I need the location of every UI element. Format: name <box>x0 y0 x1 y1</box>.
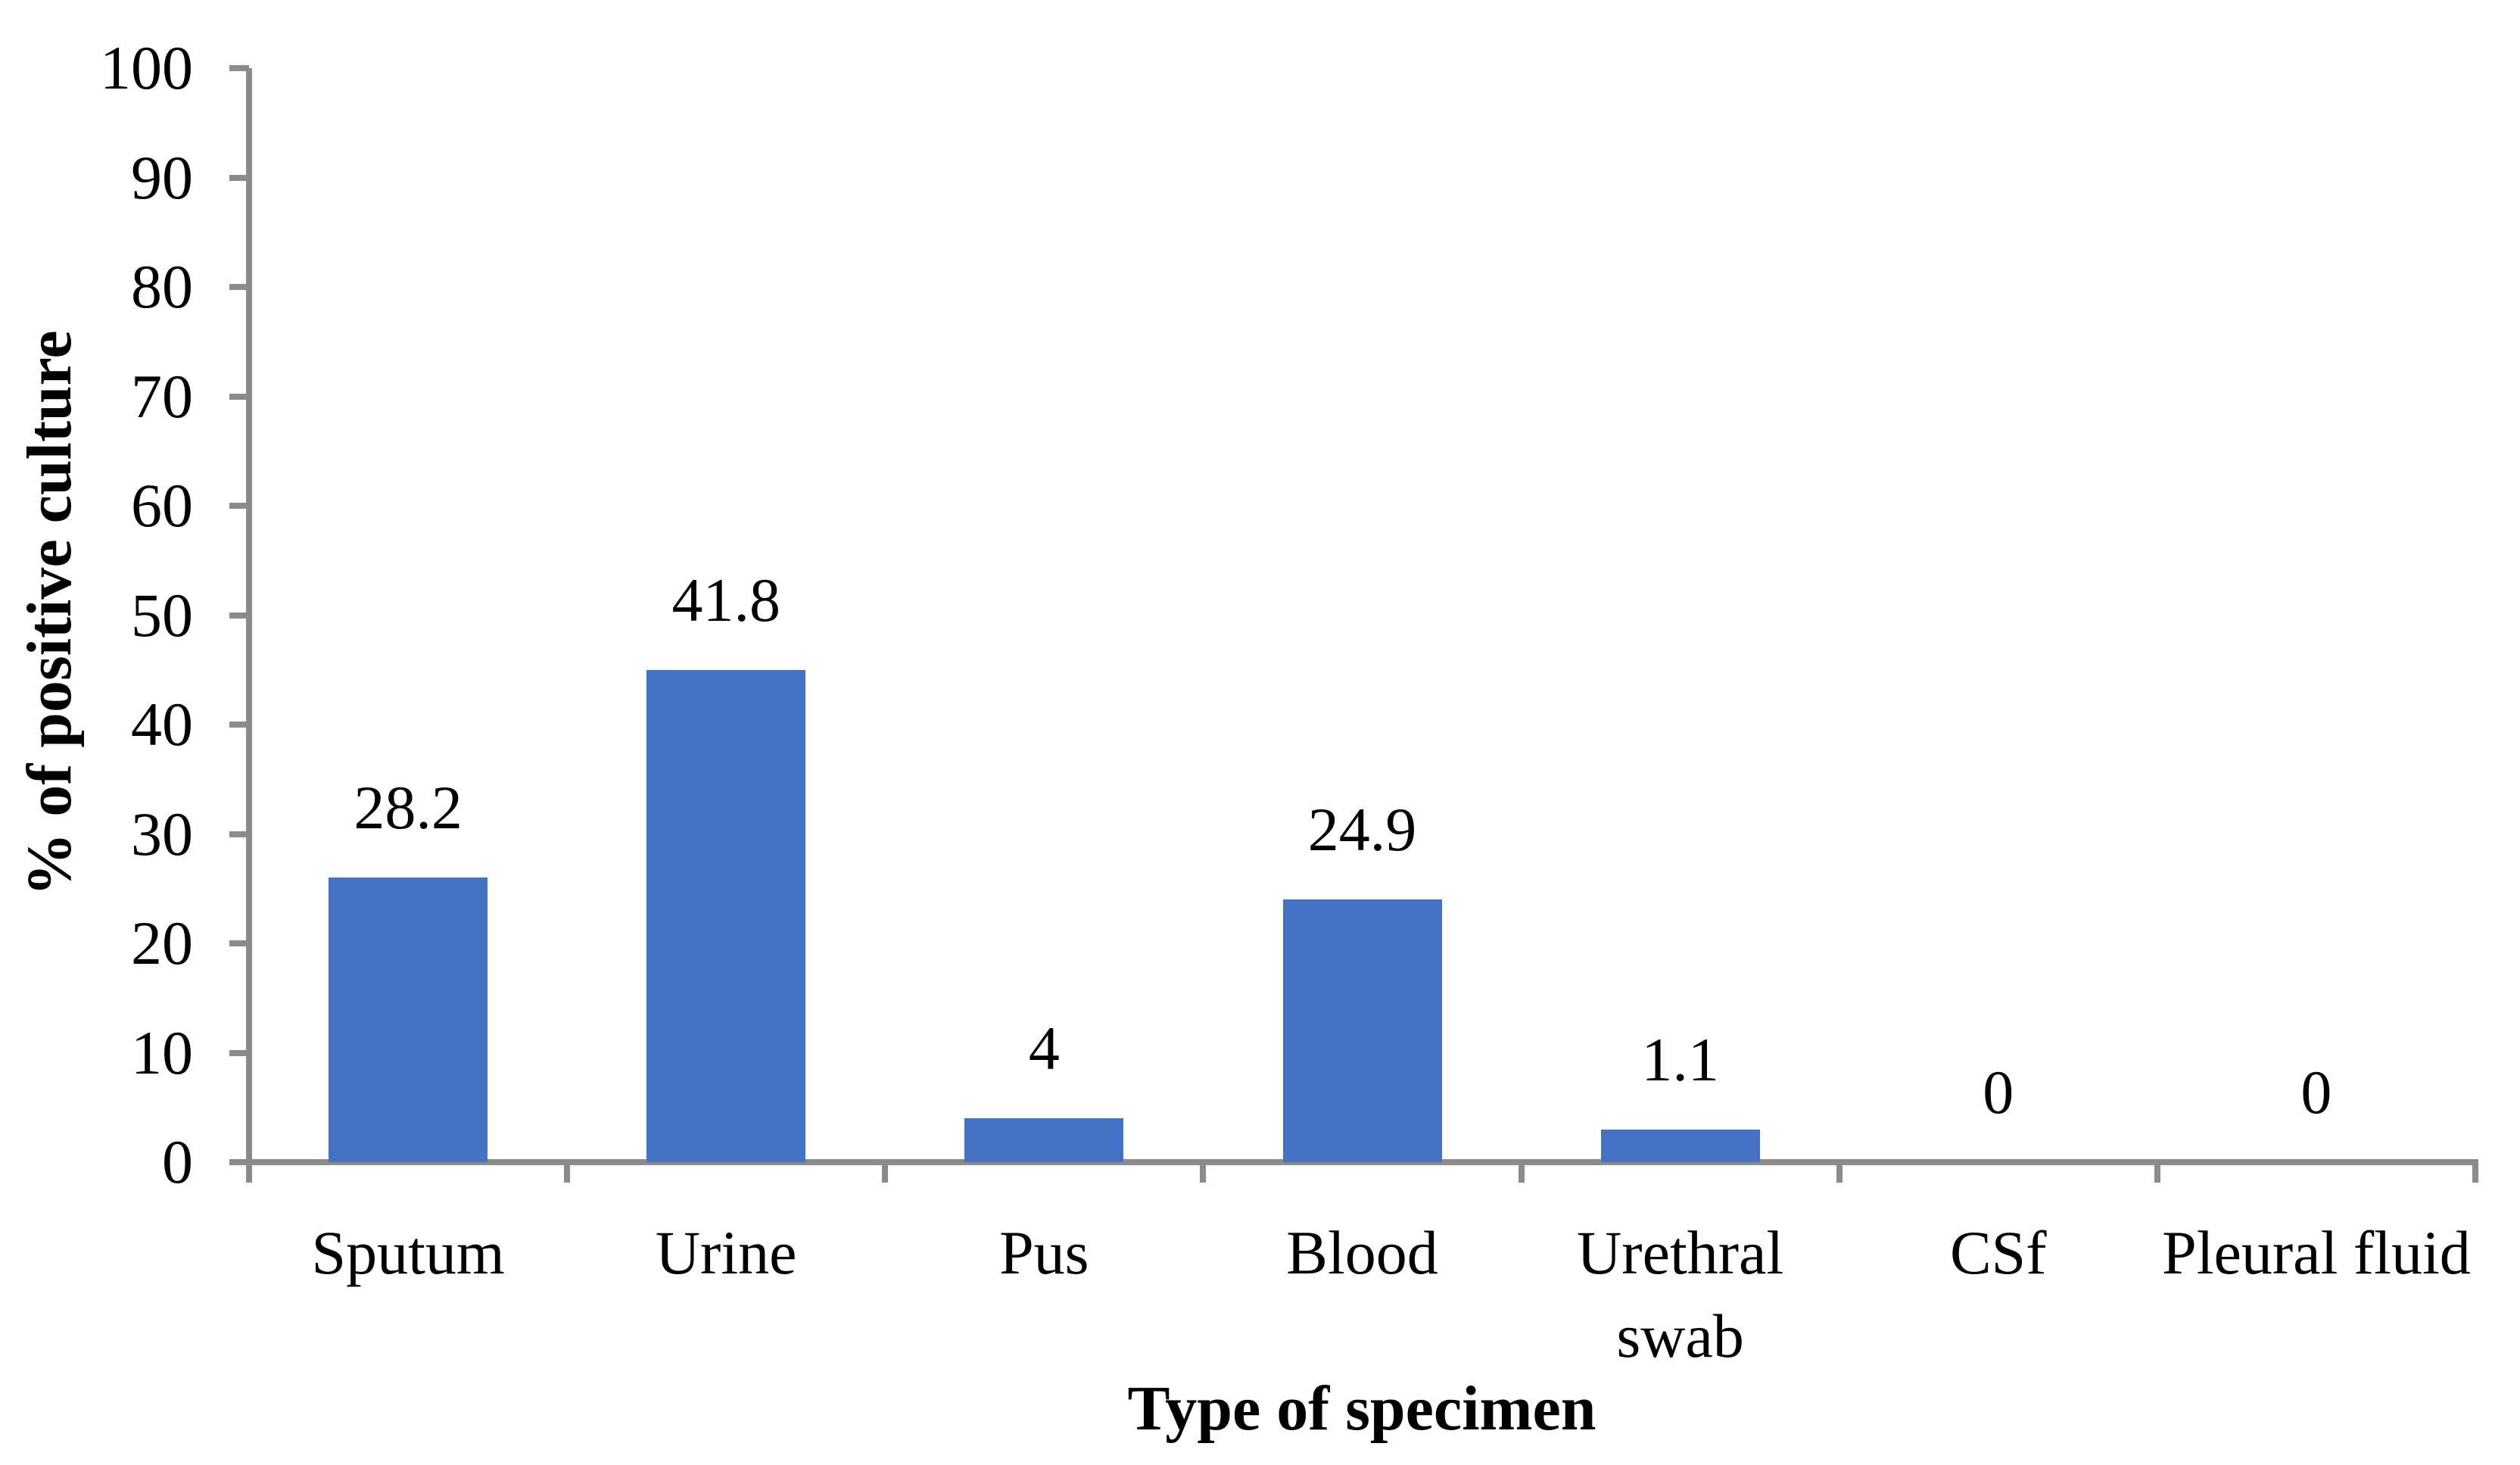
bar-pus <box>964 1118 1124 1162</box>
bar-sputum <box>329 877 488 1162</box>
y-tick-label: 100 <box>100 33 193 102</box>
bar-value-label: 24.9 <box>1307 795 1417 865</box>
bar-value-label: 0 <box>2300 1058 2332 1127</box>
y-tick-label: 20 <box>131 909 193 977</box>
x-category-label: Urine <box>655 1218 797 1287</box>
y-tick-label: 30 <box>131 799 193 868</box>
y-tick-label: 70 <box>131 361 193 431</box>
y-axis-line <box>246 68 252 1183</box>
y-tick-label: 40 <box>131 690 193 759</box>
x-tick <box>2472 1162 2478 1183</box>
y-tick <box>229 722 249 728</box>
bar-urine <box>646 669 806 1162</box>
bar-value-label: 28.2 <box>354 773 463 843</box>
y-tick <box>229 503 249 509</box>
x-tick <box>1836 1162 1842 1183</box>
y-tick <box>229 65 249 71</box>
x-category-label: Pus <box>999 1218 1089 1287</box>
bar-value-label: 1.1 <box>1641 1024 1719 1094</box>
x-category-label: Urethral swab <box>1577 1218 1784 1370</box>
y-tick <box>229 393 249 400</box>
x-tick <box>1518 1162 1525 1183</box>
bar-value-label: 41.8 <box>671 565 780 634</box>
bar-value-label: 0 <box>1983 1058 2014 1127</box>
bar-value-label: 4 <box>1028 1014 1060 1083</box>
y-tick-label: 80 <box>131 252 193 321</box>
x-category-label: Sputum <box>311 1218 505 1287</box>
y-tick <box>229 940 249 946</box>
x-tick <box>246 1162 252 1183</box>
x-tick <box>1200 1162 1207 1183</box>
y-tick <box>229 831 249 837</box>
y-tick-label: 50 <box>131 580 193 650</box>
x-category-label: Blood <box>1286 1218 1438 1287</box>
x-category-label: CSf <box>1949 1218 2047 1287</box>
y-tick <box>229 174 249 181</box>
y-tick-label: 60 <box>131 471 193 540</box>
bar-blood <box>1282 899 1442 1162</box>
y-tick <box>229 612 249 619</box>
x-axis-line <box>229 1159 2478 1165</box>
x-tick <box>564 1162 571 1183</box>
bar-urethral-swab <box>1600 1129 1760 1162</box>
x-tick <box>882 1162 889 1183</box>
x-axis-title: Type of specimen <box>1127 1373 1596 1444</box>
y-tick <box>229 1049 249 1056</box>
y-tick-label: 10 <box>131 1018 193 1087</box>
y-tick-label: 0 <box>162 1127 193 1196</box>
x-category-label: Pleural fluid <box>2162 1218 2471 1287</box>
y-tick <box>229 284 249 290</box>
y-tick-label: 90 <box>131 142 193 212</box>
x-tick <box>2154 1162 2160 1183</box>
